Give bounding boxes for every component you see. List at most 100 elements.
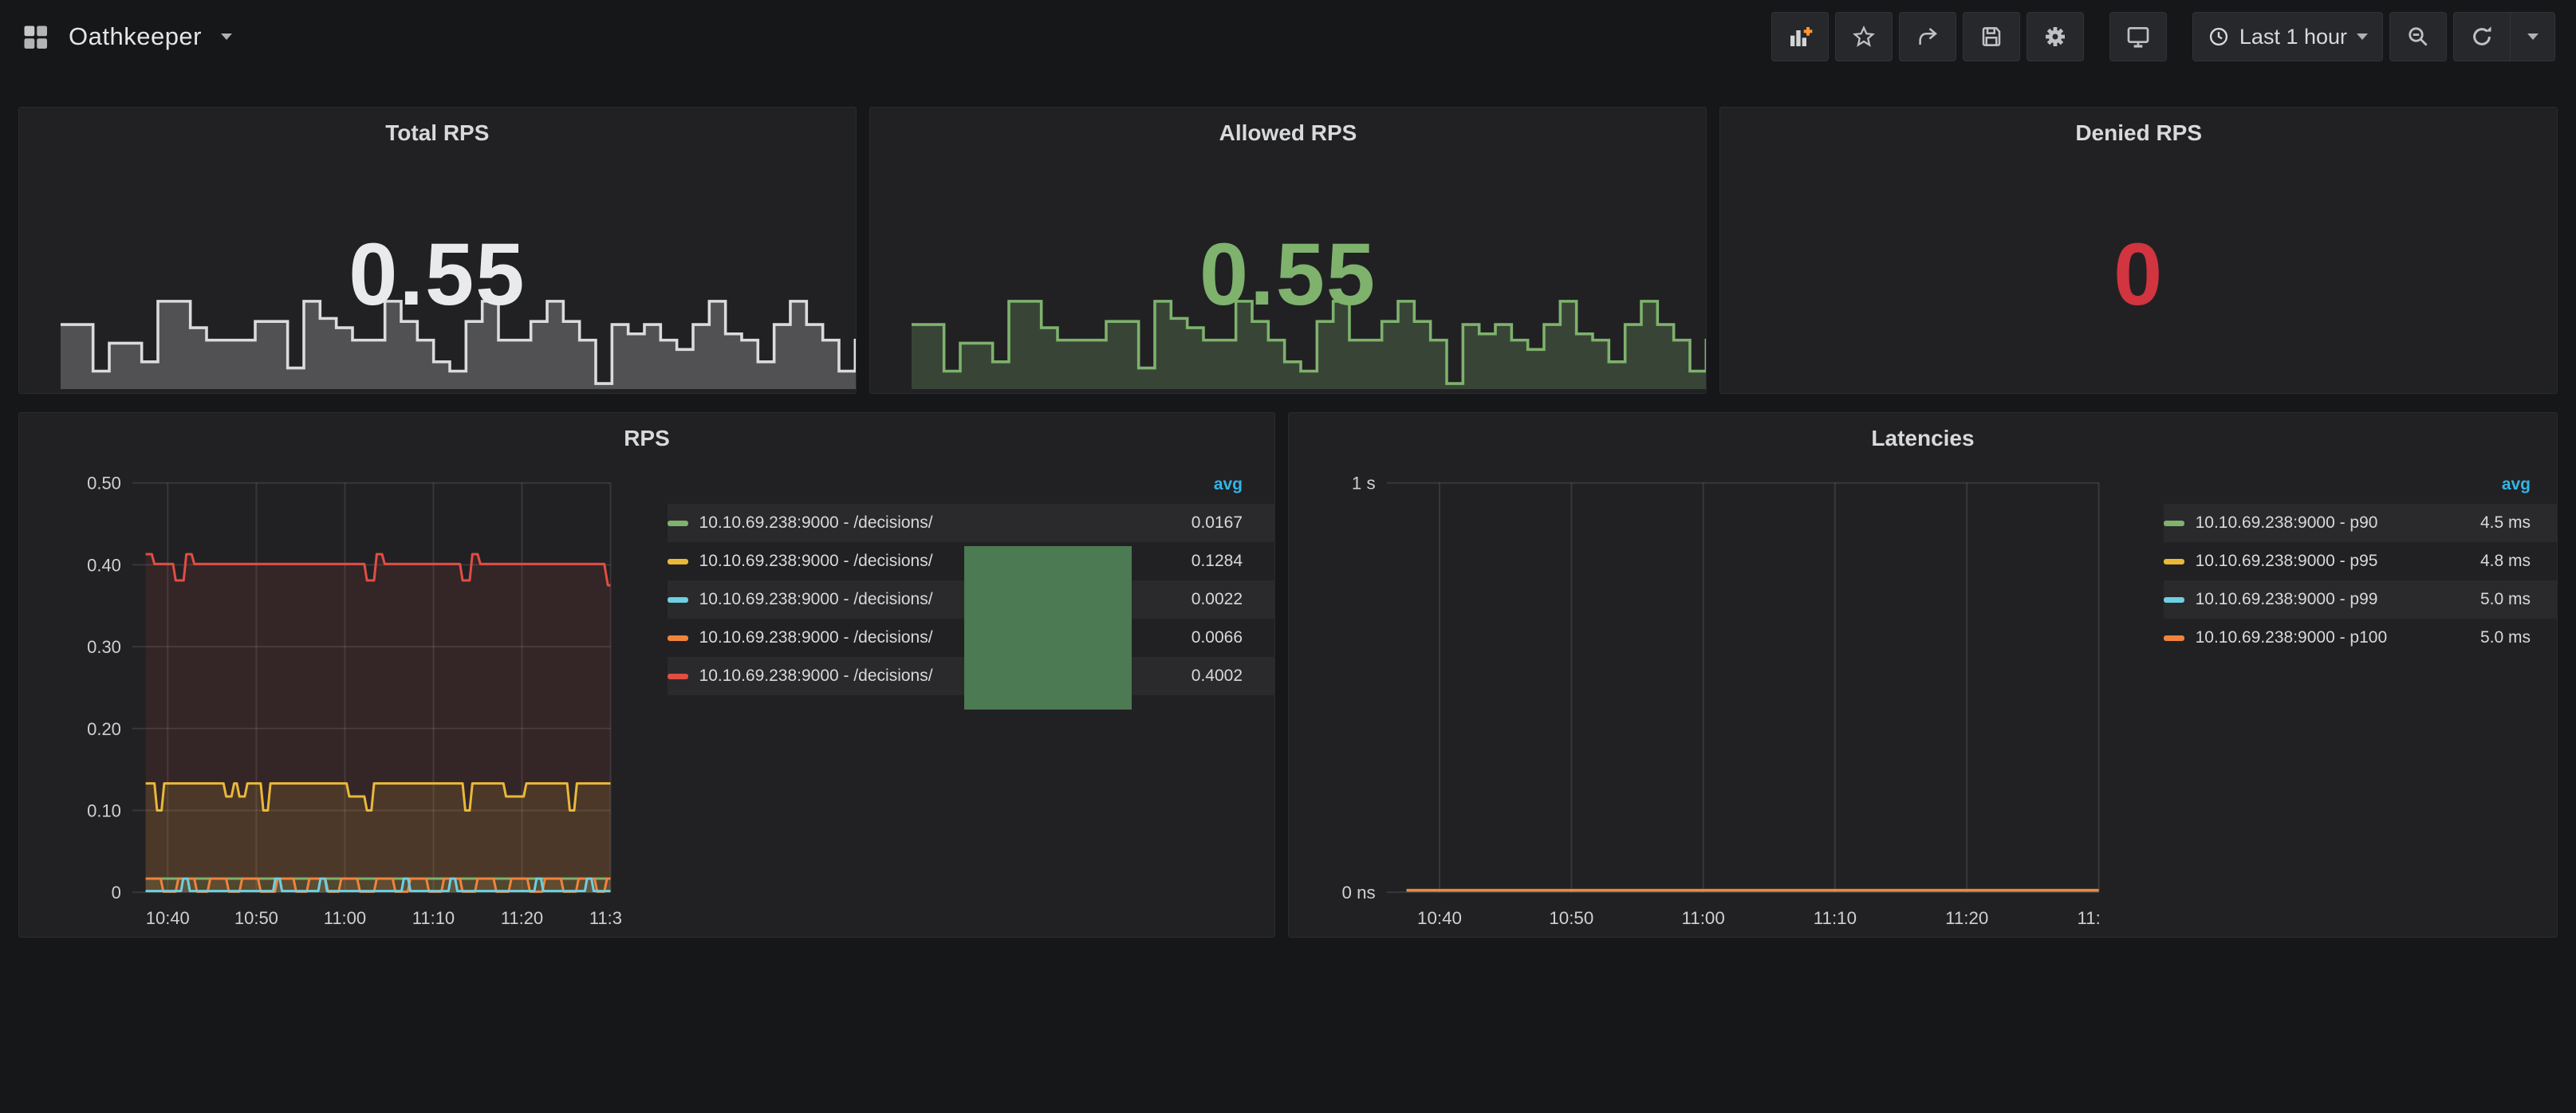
panel-title[interactable]: Allowed RPS bbox=[1219, 120, 1357, 145]
series-label[interactable]: 10.10.69.238:9000 - /decisions/ bbox=[699, 667, 933, 685]
clock-icon bbox=[2208, 26, 2230, 48]
panel-title[interactable]: Latencies bbox=[1871, 426, 1975, 450]
stat-value: 0 bbox=[2113, 226, 2164, 324]
y-tick-label: 0 ns bbox=[1341, 883, 1375, 903]
y-tick-label: 1 s bbox=[1352, 474, 1376, 494]
time-range-picker[interactable]: Last 1 hour bbox=[2192, 12, 2383, 61]
cycle-view-mode-button[interactable] bbox=[2109, 12, 2167, 61]
legend-avg-header: avg bbox=[2501, 475, 2531, 494]
toolbar: Last 1 hour bbox=[1765, 12, 2555, 61]
stat-value: 0.55 bbox=[1199, 226, 1377, 324]
series-avg-value: 0.0022 bbox=[1191, 590, 1243, 608]
x-tick-label: 10:40 bbox=[146, 908, 190, 928]
sparkline-line bbox=[912, 300, 1707, 385]
refresh-interval-dropdown[interactable] bbox=[2511, 12, 2555, 61]
series-label[interactable]: 10.10.69.238:9000 - /decisions/ bbox=[699, 628, 933, 647]
series-label[interactable]: 10.10.69.238:9000 - p100 bbox=[2195, 628, 2388, 647]
legend-row[interactable]: 10.10.69.238:9000 - /decisions/0.0066 bbox=[667, 619, 1274, 657]
series-label[interactable]: 10.10.69.238:9000 - p90 bbox=[2195, 513, 2378, 532]
series-label[interactable]: 10.10.69.238:9000 - p95 bbox=[2195, 552, 2378, 570]
panel-denied-rps: Denied RPS 0 bbox=[1719, 107, 2558, 394]
series-avg-value: 4.5 ms bbox=[2479, 513, 2531, 532]
x-tick-label: 11:00 bbox=[1682, 908, 1725, 928]
x-tick-label: 11:30 bbox=[589, 908, 622, 928]
series-fill bbox=[145, 783, 611, 893]
series-avg-value: 0.4002 bbox=[1191, 667, 1243, 685]
series-avg-value: 0.0167 bbox=[1191, 513, 1243, 532]
y-tick-label: 0.20 bbox=[87, 719, 121, 739]
series-label[interactable]: 10.10.69.238:9000 - /decisions/ bbox=[699, 590, 933, 608]
series-line bbox=[145, 877, 611, 893]
series-color-swatch bbox=[667, 558, 688, 564]
legend-row[interactable]: 10.10.69.238:9000 - p100 5.0 ms bbox=[2163, 619, 2557, 657]
legend-row[interactable]: 10.10.69.238:9000 - /decisions/0.1284 bbox=[667, 542, 1274, 580]
panel-title[interactable]: Denied RPS bbox=[2075, 120, 2203, 145]
latencies-legend: avg 10.10.69.238:9000 - p90 4.5 ms 10.10.69… bbox=[2101, 469, 2557, 657]
navbar: Oathkeeper bbox=[0, 0, 2576, 73]
series-avg-value: 4.8 ms bbox=[2479, 552, 2531, 570]
x-tick-label: 11:20 bbox=[1945, 908, 1988, 928]
series-fill bbox=[145, 554, 611, 893]
latencies-plot-area[interactable]: 0 ns 1 s 10:40 10:50 11:00 11:10 11:20 11:30 bbox=[1289, 413, 2101, 937]
redaction-overlay bbox=[964, 546, 1132, 710]
series-color-swatch bbox=[2163, 558, 2184, 564]
x-tick-label: 10:50 bbox=[1549, 908, 1593, 928]
series-color-swatch bbox=[2163, 635, 2184, 641]
y-tick-label: 0.30 bbox=[87, 637, 121, 657]
series-avg-value: 0.0066 bbox=[1191, 628, 1243, 647]
series-line bbox=[145, 877, 611, 893]
save-dashboard-button[interactable] bbox=[1962, 12, 2020, 61]
gear-icon bbox=[2042, 24, 2068, 49]
x-tick-label: 11:20 bbox=[501, 908, 543, 928]
y-tick-label: 0.50 bbox=[87, 474, 121, 494]
star-icon bbox=[1852, 25, 1876, 49]
x-tick-label: 10:40 bbox=[1417, 908, 1462, 928]
legend-row[interactable]: 10.10.69.238:9000 - p99 5.0 ms bbox=[2163, 580, 2557, 619]
dashboard-title[interactable]: Oathkeeper bbox=[69, 22, 202, 50]
x-tick-label: 11:10 bbox=[412, 908, 455, 928]
y-tick-label: 0.10 bbox=[87, 800, 121, 820]
legend-row[interactable]: 10.10.69.238:9000 - p90 4.5 ms bbox=[2163, 504, 2557, 542]
x-tick-label: 11:30 bbox=[2077, 908, 2100, 928]
dashboard-grid: Total RPS 0.55 Allowed RPS 0.55 Denied R… bbox=[0, 73, 2576, 938]
series-color-swatch bbox=[667, 596, 688, 603]
y-tick-label: 0.40 bbox=[87, 555, 121, 575]
chevron-down-icon bbox=[2527, 33, 2539, 40]
panel-latencies-graph: Latencies 0 ns 1 s 10:40 10:50 11:00 11:10 11:… bbox=[1288, 412, 2558, 938]
zoom-out-time-button[interactable] bbox=[2389, 12, 2447, 61]
legend-row[interactable]: 10.10.69.238:9000 - p95 4.8 ms bbox=[2163, 542, 2557, 580]
series-label[interactable]: 10.10.69.238:9000 - /decisions/ bbox=[699, 552, 933, 570]
panel-total-rps: Total RPS 0.55 bbox=[18, 107, 857, 394]
dashboards-grid-icon[interactable] bbox=[21, 22, 49, 51]
legend-row[interactable]: 10.10.69.238:9000 - /decisions/0.0167 bbox=[667, 504, 1274, 542]
time-range-label: Last 1 hour bbox=[2239, 24, 2347, 49]
series-line bbox=[145, 782, 611, 812]
panel-allowed-rps: Allowed RPS 0.55 bbox=[869, 107, 1707, 394]
dashboard-settings-button[interactable] bbox=[2026, 12, 2084, 61]
series-label[interactable]: 10.10.69.238:9000 - p99 bbox=[2195, 590, 2378, 608]
stat-sparkline bbox=[912, 300, 1707, 389]
rps-legend: avg 10.10.69.238:9000 - /decisions/0.0167… bbox=[622, 469, 1274, 695]
rps-plot-area[interactable]: 0 0.10 0.20 0.30 0.40 0.50 10:40 10:50 11:00 11:1… bbox=[19, 413, 622, 937]
panel-title[interactable]: RPS bbox=[624, 426, 670, 450]
series-avg-value: 5.0 ms bbox=[2479, 628, 2531, 647]
legend-avg-header: avg bbox=[1213, 475, 1243, 494]
share-dashboard-button[interactable] bbox=[1898, 12, 1956, 61]
dashboard-title-caret-icon[interactable] bbox=[221, 33, 232, 40]
panel-rps-graph: RPS 0 0.10 0.20 0.30 0.40 0.50 10:40 10:50 11:00… bbox=[18, 412, 1275, 938]
share-icon bbox=[1916, 25, 1940, 49]
monitor-icon bbox=[2125, 24, 2151, 49]
zoom-out-icon bbox=[2406, 25, 2430, 49]
series-color-swatch bbox=[667, 673, 688, 679]
series-label[interactable]: 10.10.69.238:9000 - /decisions/ bbox=[699, 513, 933, 532]
panel-title[interactable]: Total RPS bbox=[385, 120, 490, 145]
y-tick-label: 0 bbox=[112, 883, 121, 903]
series-avg-value: 5.0 ms bbox=[2479, 590, 2531, 608]
refresh-button[interactable] bbox=[2453, 12, 2511, 61]
sparkline-fill bbox=[61, 301, 856, 389]
add-panel-button[interactable] bbox=[1771, 12, 1829, 61]
stat-value: 0.55 bbox=[349, 226, 526, 324]
refresh-icon bbox=[2470, 25, 2494, 49]
star-dashboard-button[interactable] bbox=[1834, 12, 1893, 61]
stat-sparkline bbox=[61, 300, 856, 389]
